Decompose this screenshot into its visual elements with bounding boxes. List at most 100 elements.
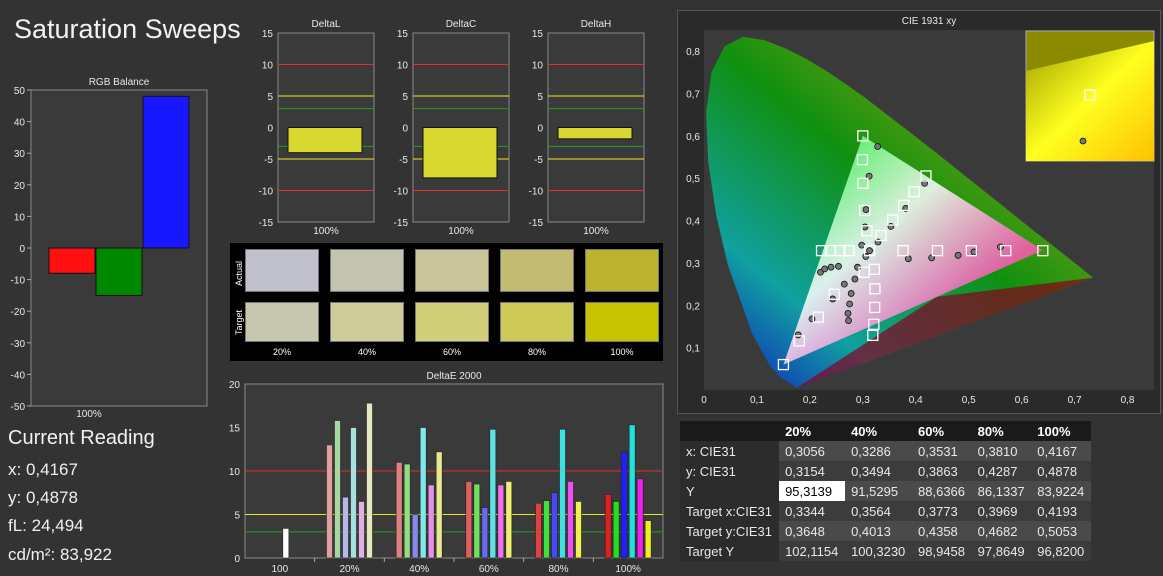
- table-cell[interactable]: 0,3969: [971, 501, 1032, 521]
- table-cell[interactable]: 0,3531: [912, 441, 972, 461]
- target-point: [867, 329, 879, 342]
- table-cell[interactable]: 100,3230: [845, 541, 913, 561]
- table-cell[interactable]: 0,5053: [1031, 521, 1091, 541]
- delta-bar: [287, 127, 363, 154]
- y-tick-label: 10: [229, 467, 241, 478]
- reading-x: x: 0,4167: [8, 460, 78, 479]
- measured-point: [840, 280, 848, 288]
- delta-e-bar: [543, 500, 550, 559]
- table-cell[interactable]: 0,3344: [779, 501, 846, 521]
- table-cell[interactable]: 0,4682: [971, 521, 1032, 541]
- table-cell[interactable]: 0,3056: [779, 441, 846, 461]
- table-cell[interactable]: 88,6366: [912, 481, 972, 501]
- table-cell[interactable]: 0,4013: [845, 521, 913, 541]
- color-swatch-panel: Actual Target 20% 40% 60% 80% 100%: [230, 243, 663, 361]
- target-point: [875, 229, 887, 242]
- target-point: [828, 288, 840, 300]
- y-tick-label: 15: [397, 29, 409, 40]
- table-cell[interactable]: 0,4287: [971, 461, 1032, 481]
- delta-e-bar: [435, 451, 443, 559]
- delta-e-bar: [628, 424, 636, 559]
- y-tick-label: 0,5: [686, 174, 700, 185]
- table-cell[interactable]: 91,5295: [845, 481, 913, 501]
- target-swatch: [245, 302, 319, 342]
- delta-e-bar: [551, 492, 558, 559]
- y-tick-label: 50: [14, 86, 26, 97]
- swatch-row-label: Target: [234, 309, 244, 335]
- table-header-cell: 100%: [1031, 421, 1091, 441]
- target-point: [868, 263, 881, 275]
- delta-l-chart: DeltaL 15 10 5 0 -5 -10 -15 100%: [259, 19, 375, 237]
- y-tick-label: 0,3: [686, 259, 700, 270]
- rgb-bar-b: [142, 95, 190, 249]
- table-cell[interactable]: 0,3564: [845, 501, 913, 521]
- target-point: [920, 170, 932, 182]
- swatch-column-label: 100%: [610, 347, 634, 357]
- chart-title: DeltaE 2000: [426, 371, 481, 382]
- table-cell[interactable]: 0,3648: [779, 521, 846, 541]
- chart-title: DeltaH: [581, 19, 612, 30]
- cie-1931-chart: CIE 1931 xy 0 0,1 0,2 0,3 0,4 0,5 0,6 0,7 0,8 0,1 0…: [686, 16, 1155, 406]
- target-point: [859, 204, 871, 217]
- delta-c-chart: DeltaC 15 10 5 0 -5 -10 -15 100%: [394, 19, 510, 237]
- table-cell[interactable]: 86,1337: [971, 481, 1032, 501]
- x-tick-label: 100%: [583, 226, 609, 237]
- table-cell[interactable]: 97,8649: [971, 541, 1032, 561]
- chart-title: DeltaC: [446, 19, 477, 30]
- target-point: [793, 335, 805, 347]
- table-cell[interactable]: 96,8200: [1031, 541, 1091, 561]
- x-tick-label: 0,8: [1121, 395, 1135, 406]
- table-cell[interactable]: 98,9458: [912, 541, 972, 561]
- x-tick-label: 0,7: [1068, 395, 1082, 406]
- y-tick-label: -20: [11, 307, 26, 318]
- table-cell[interactable]: 0,4167: [1031, 441, 1091, 461]
- delta-e-bar: [559, 428, 566, 559]
- y-tick-label: 40: [14, 118, 26, 129]
- table-cell[interactable]: 102,1154: [779, 541, 846, 561]
- table-cell[interactable]: 0,3286: [845, 441, 913, 461]
- y-tick-label: 15: [532, 29, 544, 40]
- delta-e-bar: [644, 520, 652, 559]
- table-cell[interactable]: 0,3863: [912, 461, 972, 481]
- delta-bar: [422, 127, 498, 179]
- measured-point: [904, 255, 912, 263]
- measured-point: [835, 262, 842, 270]
- y-tick-label: 20: [229, 380, 241, 391]
- measured-point: [821, 265, 829, 273]
- x-tick-label: 100%: [313, 226, 339, 237]
- chart-title: CIE 1931 xy: [902, 16, 956, 27]
- table-cell[interactable]: 0,3810: [971, 441, 1032, 461]
- y-tick-label: -5: [399, 155, 408, 166]
- table-cell[interactable]: 0,3773: [912, 501, 972, 521]
- y-tick-label: 10: [397, 61, 409, 72]
- y-tick-label: 0,4: [686, 217, 700, 228]
- table-cell[interactable]: 0,4193: [1031, 501, 1091, 521]
- swatch-column-label: 60%: [442, 347, 461, 357]
- y-tick-label: 5: [234, 511, 240, 522]
- table-cell[interactable]: 0,3154: [779, 461, 846, 481]
- y-tick-label: -10: [394, 187, 409, 198]
- x-tick-label: 0: [701, 395, 707, 406]
- measured-point: [858, 241, 866, 249]
- y-tick-label: 0,6: [686, 132, 700, 143]
- target-point: [1037, 245, 1049, 257]
- delta-e-bar: [358, 501, 365, 559]
- rgb-bar-r: [48, 247, 96, 274]
- table-cell[interactable]: 83,9224: [1031, 481, 1091, 501]
- swatch-column-label: 40%: [357, 347, 376, 357]
- swatch-column-label: 80%: [527, 347, 546, 357]
- x-tick-label: 0,1: [750, 395, 764, 406]
- selected-table-cell[interactable]: 95,3139: [779, 481, 846, 501]
- delta-e-bar: [481, 507, 489, 559]
- measured-point: [861, 223, 869, 231]
- table-cell[interactable]: 0,3494: [845, 461, 913, 481]
- target-point: [869, 283, 881, 295]
- table-cell[interactable]: 0,4878: [1031, 461, 1091, 481]
- delta-e-bar: [620, 451, 628, 559]
- x-tick-label: 0,3: [856, 395, 870, 406]
- row-label: Target x:CIE31: [680, 501, 780, 521]
- table-cell[interactable]: 0,4358: [912, 521, 972, 541]
- rgb-bar-g: [95, 247, 143, 296]
- y-tick-label: 0: [537, 124, 543, 135]
- x-tick-label: 0,2: [803, 395, 817, 406]
